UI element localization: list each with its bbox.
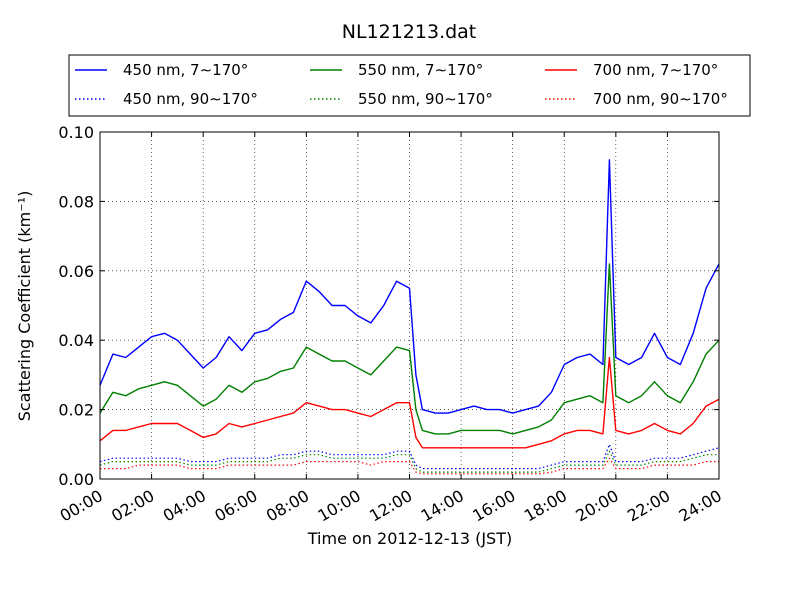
- legend-label: 700 nm, 7∼170°: [593, 61, 718, 79]
- y-axis-label: Scattering Coefficient (km⁻¹): [15, 191, 34, 422]
- x-tick-label: 18:00: [521, 486, 570, 526]
- legend-label: 550 nm, 90∼170°: [358, 90, 493, 108]
- x-tick-label: 04:00: [160, 486, 209, 526]
- series-line: [100, 457, 719, 475]
- y-tick-label: 0.06: [58, 262, 94, 281]
- legend-label: 450 nm, 7∼170°: [123, 61, 248, 79]
- series-line: [99, 263, 720, 435]
- legend-label: 450 nm, 90∼170°: [123, 90, 258, 108]
- x-tick-label: 20:00: [572, 486, 621, 526]
- x-tick-label: 00:00: [57, 486, 106, 526]
- x-tick-label: 24:00: [676, 486, 725, 526]
- x-tick-label: 16:00: [469, 486, 518, 526]
- y-tick-label: 0.08: [58, 192, 94, 211]
- series-line: [99, 450, 719, 473]
- y-tick-label: 0.00: [58, 470, 94, 489]
- x-axis-label: Time on 2012-12-13 (JST): [307, 529, 512, 548]
- x-tick-label: 10:00: [314, 486, 363, 526]
- y-tick-labels: 0.00 0.02 0.04 0.06 0.08 0.10: [58, 123, 94, 489]
- legend-label: 700 nm, 90∼170°: [593, 90, 728, 108]
- legend-label: 550 nm, 7∼170°: [358, 61, 483, 79]
- y-tick-label: 0.10: [58, 123, 94, 142]
- x-tick-label: 02:00: [108, 486, 157, 526]
- series-line: [99, 356, 720, 449]
- legend: 450 nm, 7∼170° 550 nm, 7∼170° 700 nm, 7∼17…: [68, 54, 751, 117]
- x-tick-label: 06:00: [211, 486, 260, 526]
- ticks: [99, 131, 720, 480]
- series-line: [99, 443, 720, 470]
- series-line: [99, 159, 720, 414]
- y-tick-label: 0.02: [58, 401, 94, 420]
- x-tick-label: 14:00: [418, 486, 467, 526]
- x-tick-labels: 00:00 02:00 04:00 06:00 08:00 10:00 12:00 14:00…: [57, 486, 725, 526]
- x-tick-label: 12:00: [366, 486, 415, 526]
- legend-box: [68, 54, 751, 117]
- x-tick-label: 08:00: [263, 486, 312, 526]
- x-tick-label: 22:00: [624, 486, 673, 526]
- y-tick-label: 0.04: [58, 331, 94, 350]
- series-layer: [99, 159, 720, 475]
- chart-title: NL121213.dat: [342, 21, 477, 43]
- grid: [100, 132, 719, 479]
